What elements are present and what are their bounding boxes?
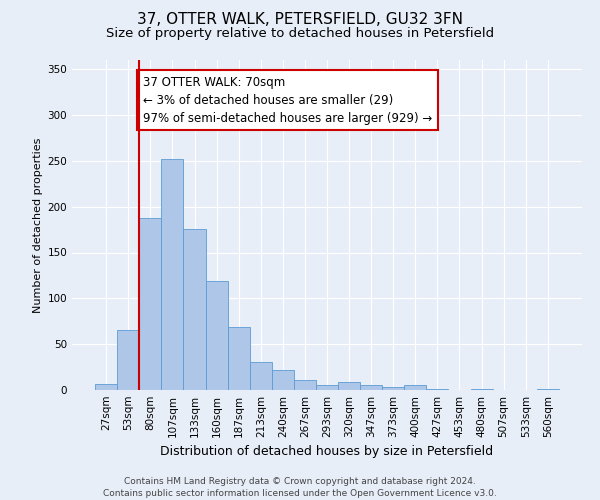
Text: Contains HM Land Registry data © Crown copyright and database right 2024.
Contai: Contains HM Land Registry data © Crown c… <box>103 476 497 498</box>
Bar <box>404 386 427 390</box>
Bar <box>382 387 404 390</box>
Bar <box>272 370 294 390</box>
Bar <box>117 330 139 390</box>
Y-axis label: Number of detached properties: Number of detached properties <box>33 138 43 312</box>
Bar <box>227 327 250 390</box>
Bar <box>95 384 117 390</box>
Bar <box>184 228 206 390</box>
Text: Size of property relative to detached houses in Petersfield: Size of property relative to detached ho… <box>106 28 494 40</box>
Bar <box>206 281 227 390</box>
Bar <box>294 380 316 390</box>
Bar <box>250 362 272 390</box>
Bar <box>470 389 493 390</box>
Bar <box>316 386 338 390</box>
Bar <box>360 386 382 390</box>
Bar <box>338 382 360 390</box>
Bar <box>537 389 559 390</box>
X-axis label: Distribution of detached houses by size in Petersfield: Distribution of detached houses by size … <box>160 446 494 458</box>
Bar <box>161 159 184 390</box>
Text: 37, OTTER WALK, PETERSFIELD, GU32 3FN: 37, OTTER WALK, PETERSFIELD, GU32 3FN <box>137 12 463 28</box>
Bar <box>427 389 448 390</box>
Bar <box>139 218 161 390</box>
Text: 37 OTTER WALK: 70sqm
← 3% of detached houses are smaller (29)
97% of semi-detach: 37 OTTER WALK: 70sqm ← 3% of detached ho… <box>143 76 432 124</box>
